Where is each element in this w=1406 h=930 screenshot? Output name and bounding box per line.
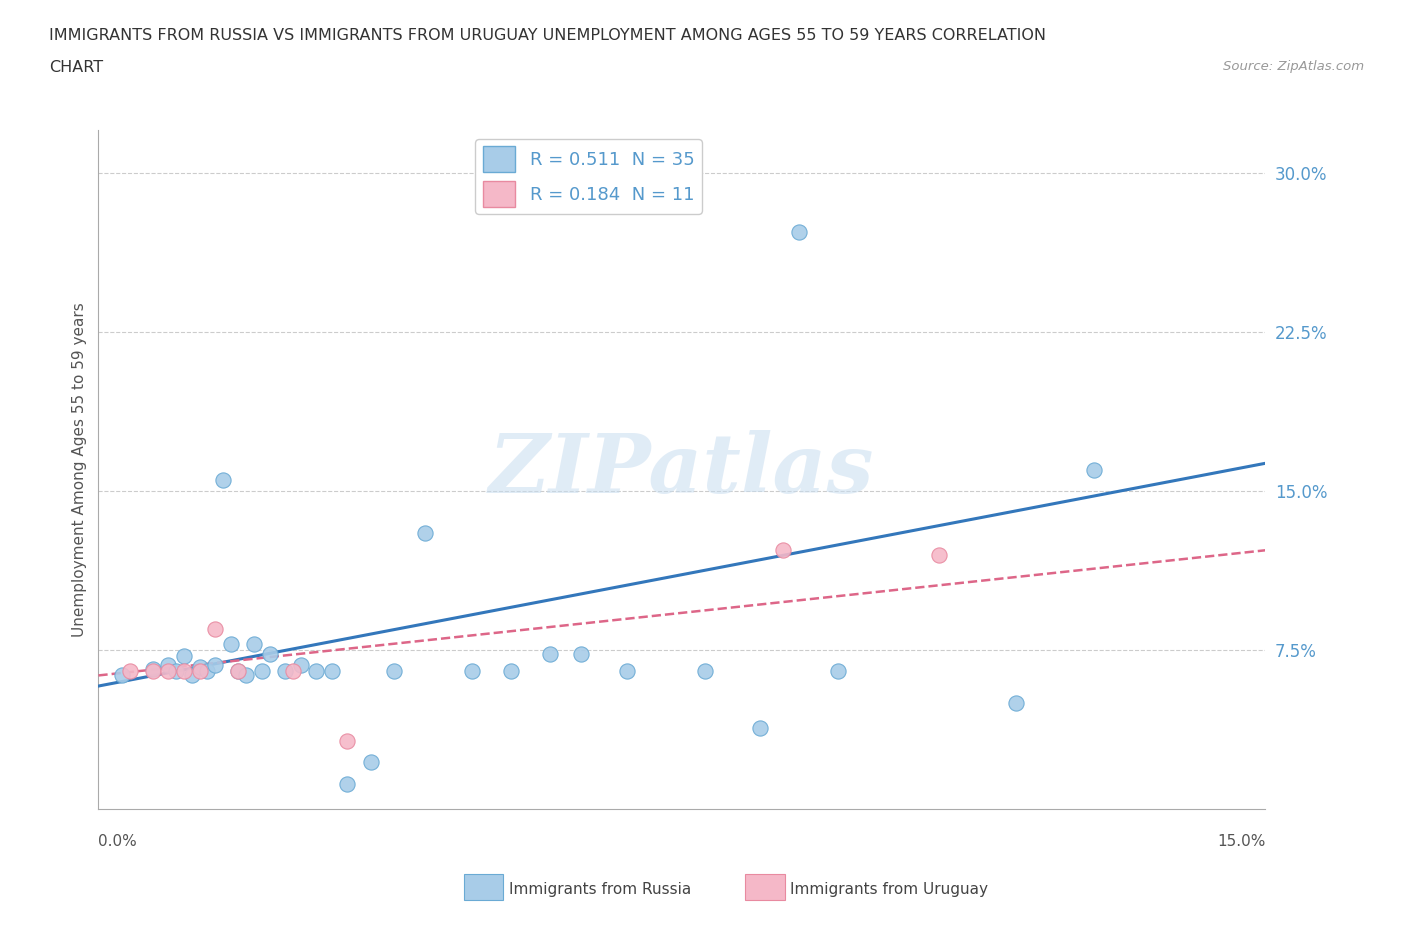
Point: [360, 755, 382, 770]
Point: [787, 224, 810, 239]
Point: [228, 664, 250, 679]
Point: [212, 472, 235, 487]
Point: [461, 664, 484, 679]
Point: [281, 664, 304, 679]
Point: [188, 659, 211, 674]
Point: [827, 664, 849, 679]
Text: Source: ZipAtlas.com: Source: ZipAtlas.com: [1223, 60, 1364, 73]
Point: [290, 658, 312, 672]
Point: [382, 664, 405, 679]
Text: IMMIGRANTS FROM RUSSIA VS IMMIGRANTS FROM URUGUAY UNEMPLOYMENT AMONG AGES 55 TO : IMMIGRANTS FROM RUSSIA VS IMMIGRANTS FRO…: [49, 28, 1046, 43]
Point: [748, 721, 770, 736]
Point: [259, 646, 281, 661]
Point: [336, 734, 359, 749]
Point: [1083, 462, 1105, 477]
Point: [142, 661, 165, 676]
Text: Immigrants from Uruguay: Immigrants from Uruguay: [790, 882, 988, 897]
Point: [616, 664, 638, 679]
Point: [336, 777, 359, 791]
Point: [235, 668, 257, 683]
Point: [173, 649, 195, 664]
Point: [569, 646, 592, 661]
Point: [538, 646, 561, 661]
Point: [772, 543, 794, 558]
Point: [142, 664, 165, 679]
Point: [1005, 696, 1028, 711]
Point: [274, 664, 297, 679]
Point: [157, 664, 180, 679]
Point: [695, 664, 717, 679]
Text: 0.0%: 0.0%: [98, 834, 138, 849]
Legend: R = 0.511  N = 35, R = 0.184  N = 11: R = 0.511 N = 35, R = 0.184 N = 11: [475, 140, 702, 214]
Point: [180, 668, 202, 683]
Point: [204, 621, 226, 636]
Point: [243, 636, 266, 651]
Text: 15.0%: 15.0%: [1218, 834, 1265, 849]
Point: [228, 664, 250, 679]
Point: [413, 525, 436, 540]
Point: [219, 636, 242, 651]
Point: [928, 547, 950, 562]
Text: CHART: CHART: [49, 60, 103, 75]
Y-axis label: Unemployment Among Ages 55 to 59 years: Unemployment Among Ages 55 to 59 years: [72, 302, 87, 637]
Point: [305, 664, 328, 679]
Point: [118, 664, 141, 679]
Point: [173, 664, 195, 679]
Point: [111, 668, 134, 683]
Point: [499, 664, 522, 679]
Point: [321, 664, 343, 679]
Point: [250, 664, 273, 679]
Point: [195, 664, 218, 679]
Text: Immigrants from Russia: Immigrants from Russia: [509, 882, 692, 897]
Point: [165, 664, 187, 679]
Point: [188, 664, 211, 679]
Text: ZIPatlas: ZIPatlas: [489, 430, 875, 510]
Point: [157, 658, 180, 672]
Point: [204, 658, 226, 672]
